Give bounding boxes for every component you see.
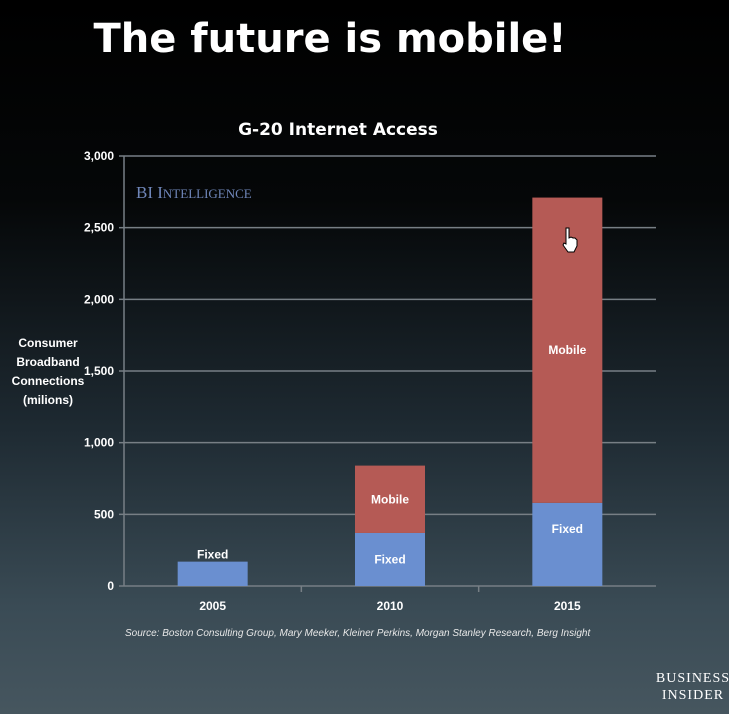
bar-fixed-2005 [177,561,248,586]
y-axis-ticks: 0 500 1,000 1,500 2,000 2,500 3,000 [84,149,114,593]
watermark-rest: NTELLIGENCE [163,186,252,201]
brand-line-2: INSIDER [662,688,724,703]
source-note: Source: Boston Consulting Group, Mary Me… [125,628,591,639]
y-axis-label: Consumer Broadband Connections (milions) [12,336,85,407]
y-tick-label: 1,500 [84,364,114,378]
x-tick-label-2005: 2005 [199,599,226,613]
watermark-initials: BI I [136,183,163,202]
bar-mobile-2010 [355,465,425,533]
y-tick-label: 2,500 [84,221,114,235]
y-axis-label-line: Consumer [18,336,78,350]
x-axis-ticks: 2005 2010 2015 [199,599,581,613]
bar-label-mobile-2015: Mobile [548,343,586,357]
brand-line-1: BUSINESS [656,671,729,686]
bars: Fixed Fixed Mobile Fixed Mobile [177,197,603,586]
bar-label-fixed-2015: Fixed [552,522,583,536]
business-insider-logo: BUSINESS INSIDER [656,671,729,703]
bar-label-fixed-2010: Fixed [374,552,405,566]
y-tick-label: 3,000 [84,149,114,163]
gridlines [119,155,656,592]
y-tick-label: 500 [94,507,114,521]
bi-intelligence-watermark: BI INTELLIGENCE [136,183,252,202]
y-tick-label: 2,000 [84,292,114,306]
y-axis-label-line: Broadband [16,355,79,369]
chart-title: G-20 Internet Access [238,120,438,140]
y-tick-label: 1,000 [84,436,114,450]
x-tick-label-2010: 2010 [377,599,404,613]
bar-label-fixed-2005: Fixed [197,548,228,562]
x-tick-label-2015: 2015 [554,599,581,613]
headline: The future is mobile! [93,16,566,62]
mouse-cursor-icon [562,227,578,253]
bar-fixed-2015 [532,502,603,586]
bar-label-mobile-2010: Mobile [371,492,409,506]
y-tick-label: 0 [107,579,114,593]
y-axis-label-line: (milions) [23,393,73,407]
bar-fixed-2010 [355,532,425,586]
y-axis-label-line: Connections [12,374,85,388]
